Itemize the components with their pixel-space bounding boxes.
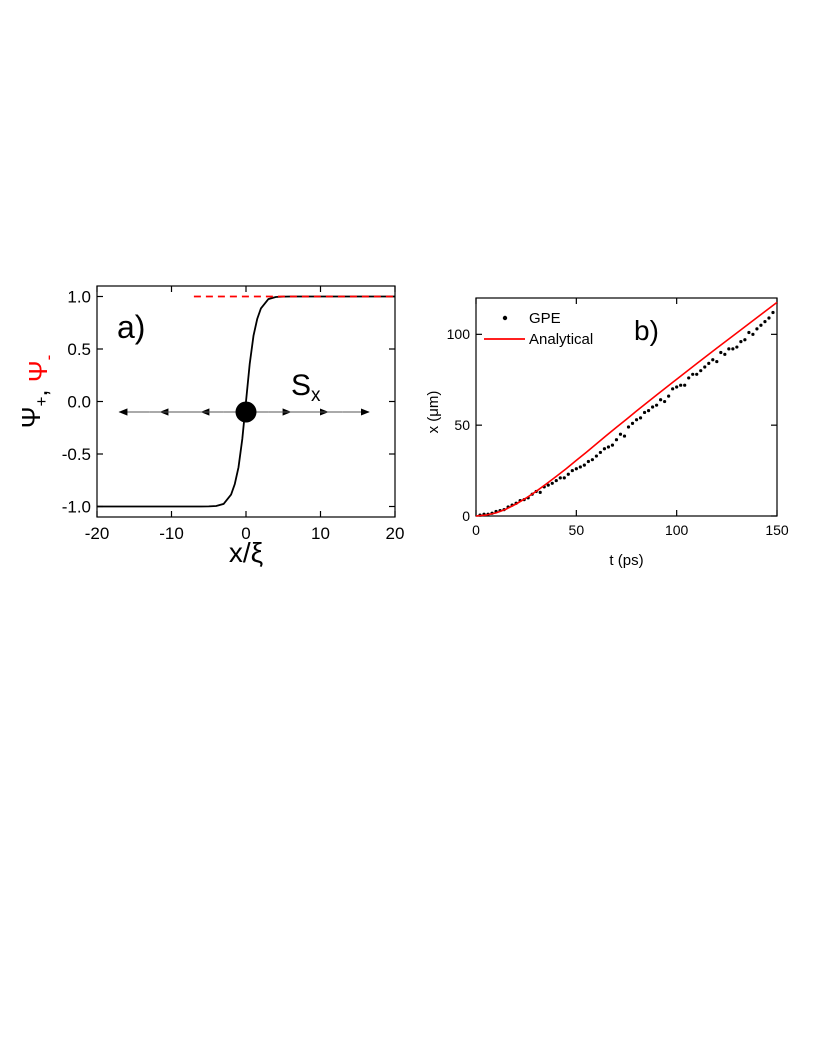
data-point bbox=[671, 387, 675, 391]
data-point bbox=[759, 323, 763, 327]
data-point bbox=[743, 338, 747, 342]
data-point bbox=[582, 463, 586, 467]
data-point bbox=[578, 465, 582, 469]
x-tick-label: 150 bbox=[765, 522, 789, 538]
y-tick-label: 0.0 bbox=[67, 392, 91, 411]
y-tick-label: 100 bbox=[447, 326, 471, 342]
spin-label-main: S bbox=[291, 369, 311, 402]
legend: GPE Analytical bbox=[484, 310, 593, 348]
x-tick-label: 0 bbox=[241, 524, 250, 543]
y-axis-label: Ψ+, Ψ- bbox=[16, 355, 58, 429]
x-tick-label: 100 bbox=[665, 522, 689, 538]
data-point bbox=[675, 385, 679, 389]
data-point bbox=[646, 409, 651, 413]
data-point bbox=[586, 459, 590, 464]
data-point bbox=[703, 365, 707, 369]
data-point bbox=[655, 403, 659, 407]
data-point bbox=[626, 425, 631, 429]
y-tick-label: -0.5 bbox=[62, 445, 91, 464]
data-point bbox=[566, 472, 570, 476]
data-point bbox=[634, 418, 639, 422]
data-point bbox=[614, 438, 619, 442]
spin-label: Sx bbox=[291, 369, 321, 406]
data-point bbox=[622, 434, 627, 438]
data-point bbox=[691, 372, 695, 376]
data-point bbox=[755, 327, 759, 331]
legend-marker-dot bbox=[502, 315, 508, 321]
y-axis-label: x (μm) bbox=[425, 391, 442, 434]
chart-panel-2: 0 50 100 150 0 50 100 t (ps) x (μm) b) GPE Analytic… bbox=[425, 297, 789, 569]
data-point bbox=[570, 468, 574, 473]
data-point bbox=[562, 476, 566, 480]
x-tick-label: 0 bbox=[472, 522, 480, 538]
y-axis-label-part: Ψ bbox=[23, 360, 53, 382]
x-tick-label: 10 bbox=[311, 524, 330, 543]
x-axis-label: t (ps) bbox=[609, 552, 643, 569]
data-point bbox=[699, 369, 703, 373]
data-point bbox=[638, 416, 643, 420]
data-point bbox=[590, 458, 594, 462]
data-point bbox=[683, 383, 687, 387]
data-point bbox=[751, 332, 755, 336]
x-axis-label: x/ξ bbox=[229, 537, 263, 568]
y-axis-label-subscript: - bbox=[39, 355, 58, 361]
data-point bbox=[731, 347, 735, 351]
data-point bbox=[574, 467, 578, 471]
data-point bbox=[715, 359, 719, 364]
series-line-2 bbox=[475, 301, 778, 517]
data-point bbox=[598, 450, 603, 455]
data-point bbox=[546, 483, 550, 487]
data-point bbox=[739, 340, 743, 344]
data-point bbox=[723, 352, 727, 356]
data-point bbox=[679, 383, 683, 387]
panel-label: b) bbox=[634, 315, 659, 346]
y-tick-label: 0 bbox=[462, 508, 470, 524]
y-tick-label: -1.0 bbox=[62, 497, 91, 516]
data-point bbox=[687, 376, 691, 380]
data-point bbox=[602, 447, 607, 451]
data-point bbox=[642, 410, 647, 415]
data-point bbox=[711, 358, 715, 362]
x-tick-label: 50 bbox=[569, 522, 585, 538]
data-point bbox=[727, 347, 731, 351]
data-point bbox=[659, 398, 663, 402]
legend-label: GPE bbox=[529, 310, 561, 327]
y-tick-label: 50 bbox=[454, 417, 470, 433]
data-point bbox=[747, 330, 751, 335]
data-point bbox=[735, 345, 739, 349]
data-point bbox=[695, 372, 699, 376]
y-axis-label-subscript: + bbox=[32, 397, 51, 407]
data-point bbox=[630, 421, 635, 425]
data-point bbox=[610, 443, 615, 447]
x-tick-label: 20 bbox=[386, 524, 405, 543]
y-axis-label-part: , bbox=[23, 382, 53, 396]
data-point bbox=[771, 310, 775, 315]
data-point bbox=[550, 481, 554, 485]
domain-wall-dot bbox=[235, 401, 257, 423]
y-axis-label-part: Ψ bbox=[16, 407, 46, 429]
data-point bbox=[667, 394, 671, 398]
x-tick-label: -20 bbox=[85, 524, 110, 543]
data-point bbox=[618, 432, 623, 436]
legend-label: Analytical bbox=[529, 331, 593, 348]
spin-label-subscript: x bbox=[311, 385, 321, 406]
x-tick-label: -10 bbox=[159, 524, 184, 543]
data-point bbox=[763, 320, 767, 324]
plot-frame bbox=[475, 297, 778, 517]
data-point bbox=[554, 478, 558, 483]
chart-panel-1: -20 -10 0 10 20-1.0-0.50.00.51.0x/ξΨ+, Ψ-a)S… bbox=[16, 285, 405, 568]
data-point bbox=[767, 316, 771, 320]
data-point bbox=[594, 454, 599, 458]
panel-label: a) bbox=[117, 309, 145, 345]
data-point bbox=[663, 399, 667, 404]
y-tick-label: 0.5 bbox=[67, 340, 91, 359]
data-point bbox=[650, 405, 655, 409]
data-point bbox=[606, 445, 611, 449]
y-tick-label: 1.0 bbox=[67, 287, 91, 306]
data-point bbox=[707, 361, 711, 365]
data-point bbox=[719, 350, 723, 355]
data-point bbox=[558, 476, 562, 480]
data-point bbox=[538, 490, 542, 494]
